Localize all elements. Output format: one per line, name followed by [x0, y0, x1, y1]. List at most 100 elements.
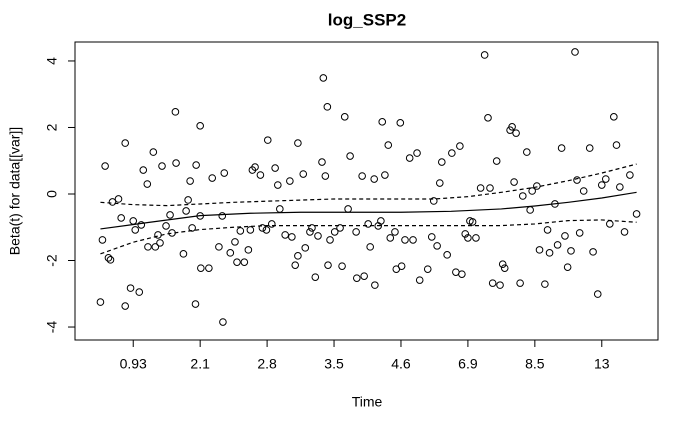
y-tick-label: -4: [44, 321, 60, 334]
point: [197, 264, 205, 272]
fit-line: [100, 191, 637, 230]
point: [182, 207, 190, 215]
point: [114, 195, 123, 203]
point: [121, 139, 130, 147]
plot-frame: [74, 41, 659, 341]
point: [274, 181, 282, 189]
point: [244, 246, 253, 254]
point: [458, 270, 466, 278]
point: [352, 274, 361, 282]
point: [427, 233, 436, 241]
point: [267, 220, 276, 228]
point: [364, 220, 372, 228]
point: [593, 290, 602, 298]
point: [166, 211, 174, 219]
y-tick-label: 0: [44, 190, 60, 198]
point: [135, 288, 144, 296]
point: [291, 261, 300, 269]
point: [575, 229, 584, 237]
point: [384, 141, 393, 149]
point: [324, 261, 332, 269]
point: [321, 172, 330, 180]
point: [396, 119, 405, 127]
point: [528, 187, 536, 195]
point: [585, 144, 594, 152]
point: [533, 182, 541, 190]
point: [294, 252, 302, 260]
point: [413, 149, 421, 157]
x-tick-label: 0.93: [120, 356, 147, 372]
point: [96, 298, 105, 306]
point: [314, 232, 322, 240]
point: [236, 227, 245, 235]
point: [386, 234, 395, 242]
point: [306, 228, 314, 236]
point: [263, 136, 272, 144]
point: [156, 239, 164, 247]
point: [205, 264, 213, 272]
point: [360, 272, 368, 280]
point: [589, 248, 597, 256]
point: [415, 276, 424, 284]
point: [516, 279, 524, 287]
point: [172, 159, 180, 167]
point: [508, 123, 516, 131]
point: [323, 103, 332, 111]
point: [464, 234, 472, 242]
y-tick-label: 2: [44, 123, 60, 131]
point: [294, 139, 302, 147]
point: [281, 231, 289, 239]
point: [626, 171, 634, 179]
point: [518, 192, 527, 200]
point: [218, 212, 227, 220]
point: [299, 170, 308, 178]
chart-title: log_SSP2: [328, 10, 406, 29]
point: [486, 184, 494, 192]
point: [620, 228, 629, 236]
point: [104, 254, 113, 262]
point: [523, 148, 531, 156]
point: [338, 262, 346, 270]
point: [251, 163, 259, 171]
point: [121, 302, 130, 310]
point: [144, 243, 152, 251]
point: [139, 166, 148, 174]
point: [492, 157, 501, 165]
point: [191, 300, 200, 308]
point: [498, 260, 507, 268]
point: [557, 144, 566, 152]
y-axis-label: Beta(t) for data[[var]]: [7, 127, 23, 255]
point: [346, 152, 354, 160]
point: [288, 233, 296, 241]
point: [448, 149, 456, 157]
point: [258, 224, 267, 232]
point: [571, 48, 579, 56]
point: [352, 228, 360, 236]
point: [435, 179, 444, 187]
point: [311, 273, 320, 281]
point: [409, 236, 417, 244]
point: [405, 154, 414, 162]
point: [480, 51, 489, 59]
point: [208, 174, 217, 182]
point: [397, 262, 406, 270]
point: [535, 246, 544, 254]
point: [433, 242, 441, 250]
point: [271, 164, 279, 172]
point: [179, 250, 188, 258]
point: [219, 318, 227, 326]
point: [461, 230, 470, 238]
point: [196, 122, 204, 130]
point: [231, 238, 239, 246]
point: [545, 249, 554, 257]
x-tick-label: 8.5: [525, 356, 545, 372]
point: [423, 265, 432, 273]
point: [220, 169, 229, 177]
point: [484, 114, 492, 122]
point: [512, 129, 520, 137]
point: [226, 249, 235, 257]
point: [370, 175, 378, 183]
point: [318, 158, 326, 166]
point: [149, 148, 158, 156]
point: [401, 236, 409, 244]
